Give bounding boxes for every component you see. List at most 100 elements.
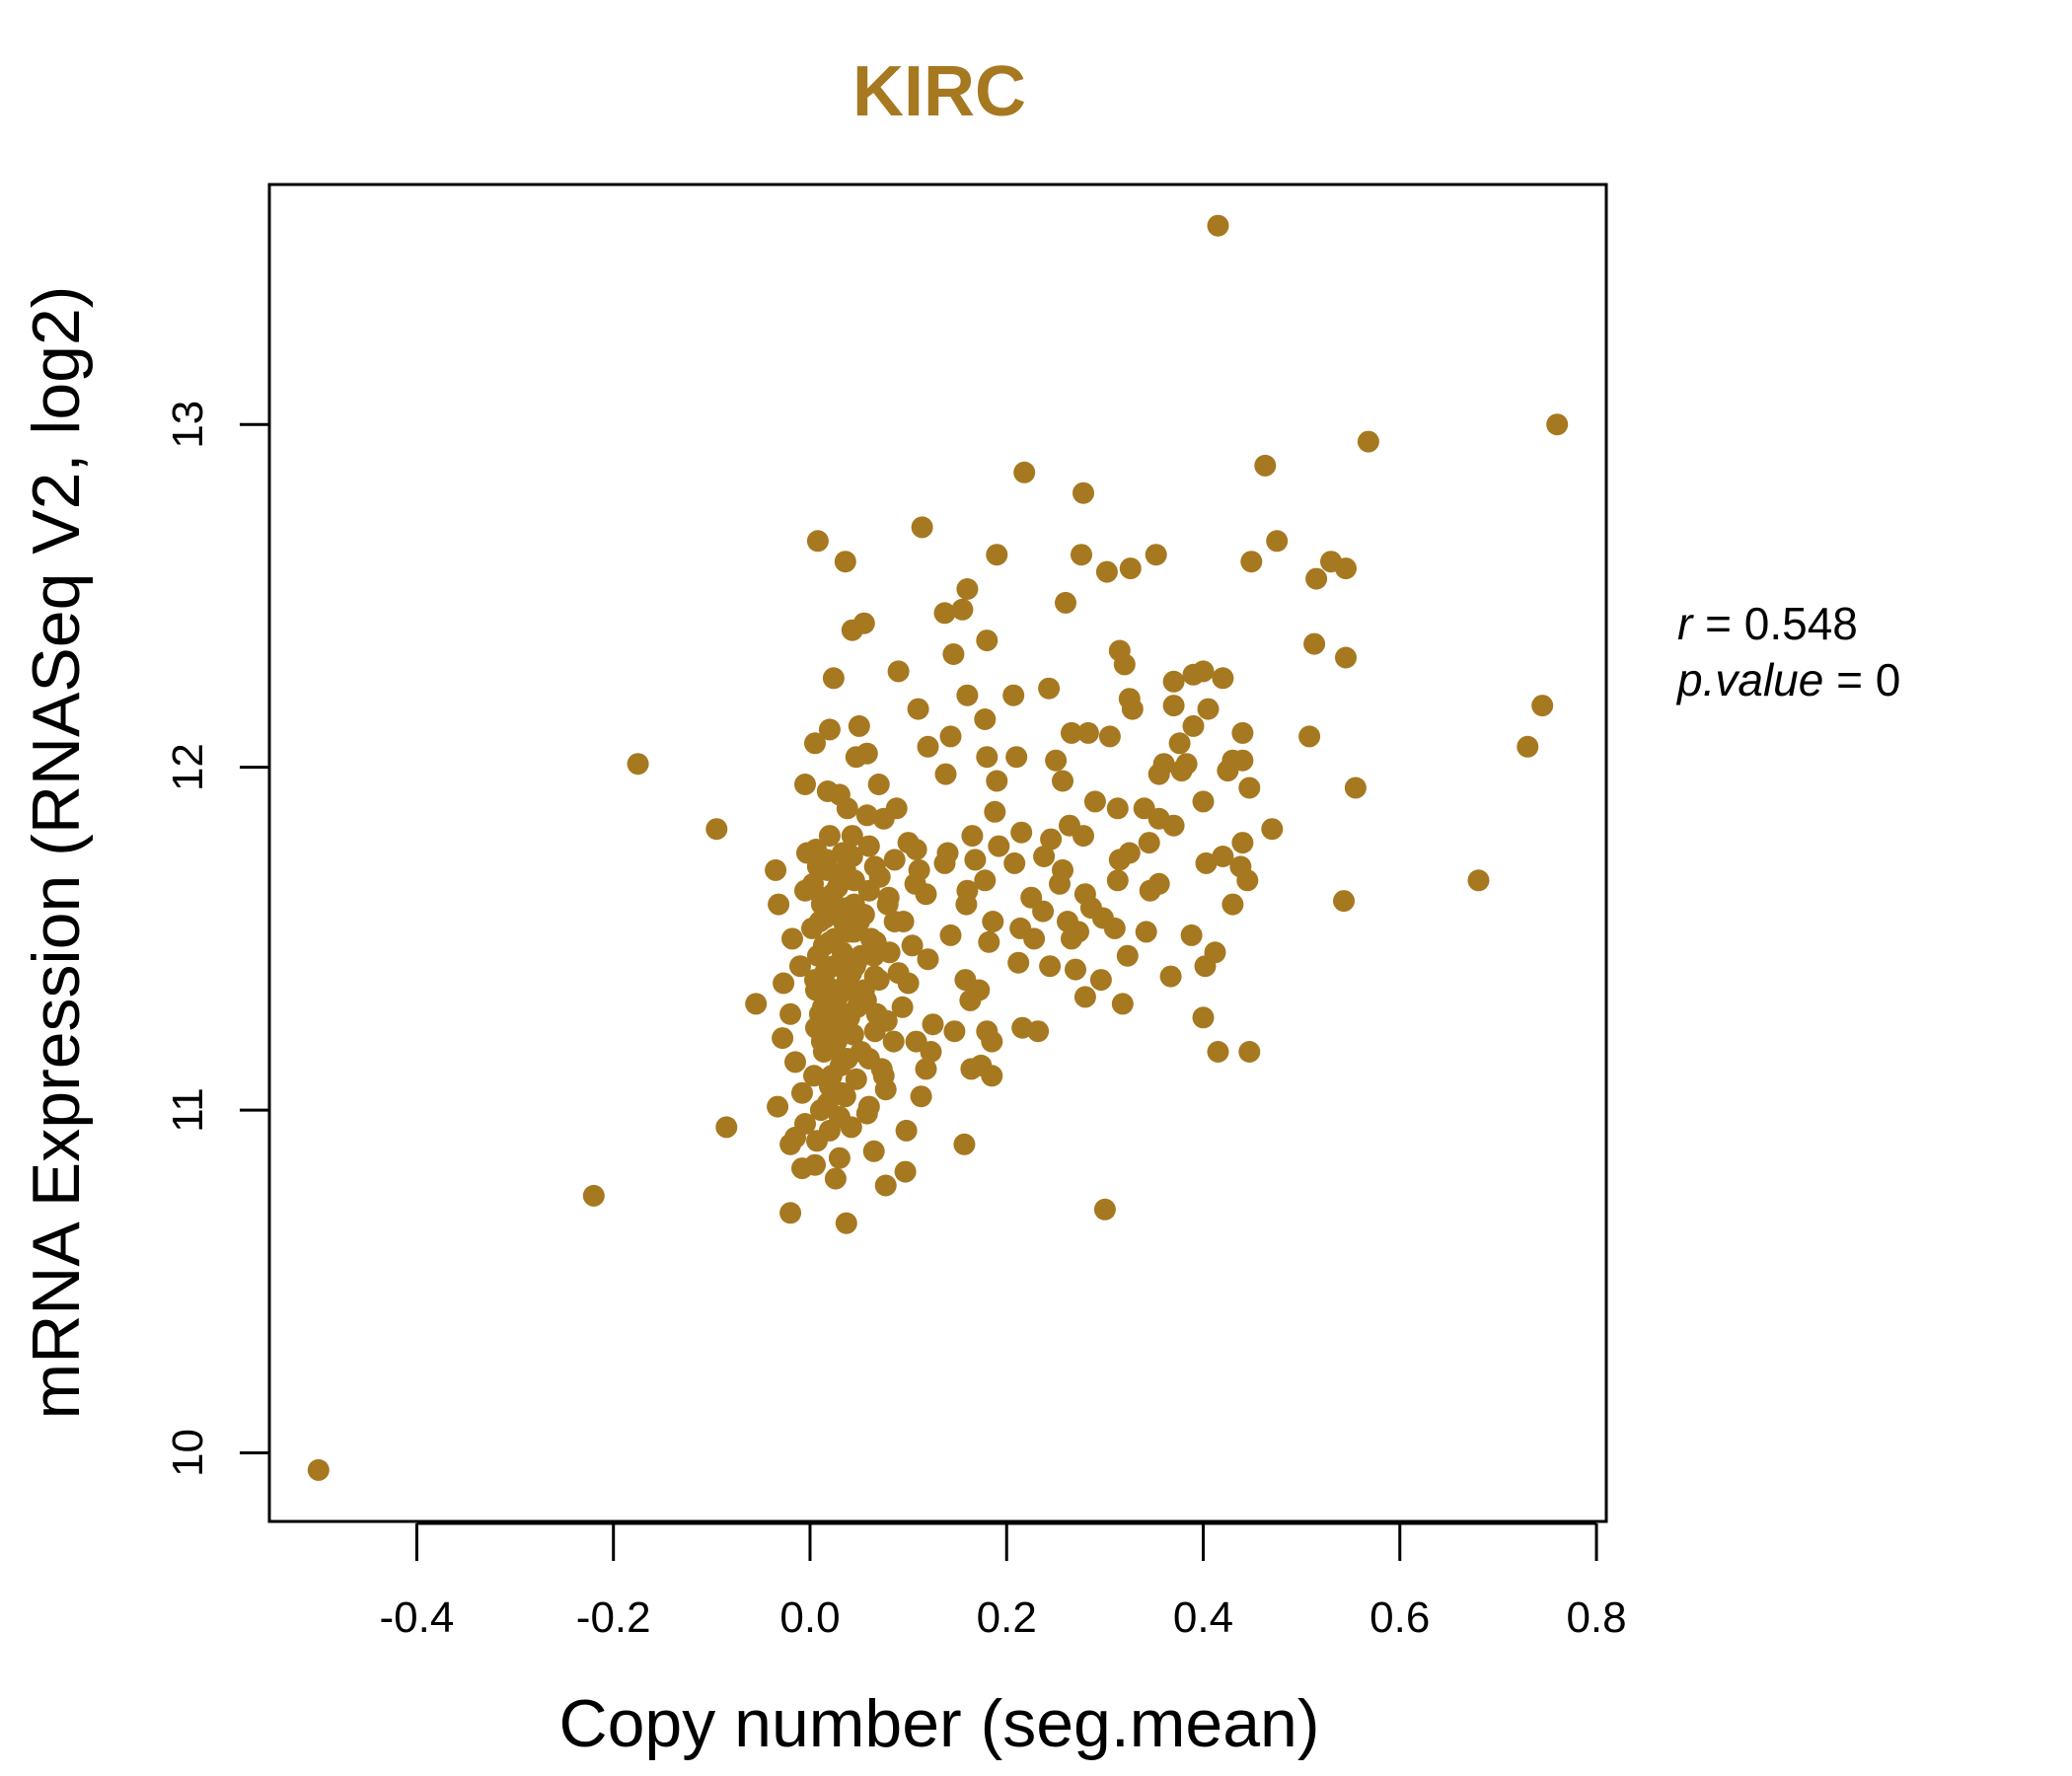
data-point bbox=[844, 955, 866, 978]
data-point bbox=[1182, 714, 1205, 737]
data-point bbox=[705, 818, 728, 841]
data-point bbox=[986, 770, 1008, 792]
data-point bbox=[1083, 790, 1106, 813]
data-point bbox=[805, 979, 827, 1001]
data-point bbox=[791, 1081, 813, 1104]
data-point bbox=[857, 1048, 880, 1070]
data-point bbox=[765, 858, 787, 881]
data-point bbox=[942, 643, 965, 665]
data-point bbox=[818, 825, 841, 848]
data-point bbox=[934, 763, 957, 785]
data-point bbox=[1159, 965, 1182, 988]
data-point bbox=[976, 629, 999, 652]
data-point bbox=[1197, 698, 1220, 720]
data-point bbox=[1333, 890, 1355, 913]
data-point bbox=[1344, 777, 1367, 799]
data-point bbox=[818, 1037, 841, 1060]
data-point bbox=[789, 955, 811, 978]
data-point bbox=[894, 1160, 917, 1183]
x-tick-label: -0.4 bbox=[380, 1593, 455, 1642]
data-point bbox=[1061, 927, 1082, 950]
data-point bbox=[1065, 958, 1086, 981]
data-point bbox=[1192, 790, 1215, 813]
data-point bbox=[822, 955, 845, 978]
data-point bbox=[922, 1013, 944, 1036]
data-point bbox=[1192, 660, 1215, 683]
data-point bbox=[840, 1116, 862, 1139]
data-point bbox=[828, 1147, 851, 1169]
data-point bbox=[953, 1133, 976, 1155]
data-point bbox=[1040, 828, 1063, 851]
data-point bbox=[872, 807, 895, 830]
y-axis-title: mRNA Expression (RNASeq V2, log2) bbox=[19, 286, 94, 1420]
data-point bbox=[307, 1458, 330, 1481]
data-point bbox=[1192, 1006, 1215, 1029]
y-axis: 10 11 12 13 bbox=[164, 401, 269, 1477]
data-point bbox=[1531, 695, 1554, 717]
data-point bbox=[1005, 746, 1028, 769]
data-point bbox=[1061, 721, 1082, 744]
data-point bbox=[779, 1202, 802, 1224]
data-point bbox=[1162, 695, 1185, 717]
data-point bbox=[956, 684, 979, 706]
data-point bbox=[779, 1133, 802, 1155]
data-point bbox=[1073, 825, 1094, 848]
data-point bbox=[1135, 921, 1157, 943]
data-point bbox=[1180, 924, 1203, 946]
data-point bbox=[917, 735, 939, 758]
data-point bbox=[1098, 725, 1121, 748]
data-point bbox=[859, 927, 882, 950]
data-point bbox=[974, 869, 997, 892]
data-point bbox=[1517, 735, 1539, 758]
data-point bbox=[1052, 770, 1073, 792]
data-point bbox=[1357, 430, 1379, 453]
data-point bbox=[816, 1092, 839, 1115]
data-point bbox=[1139, 879, 1161, 902]
data-point bbox=[834, 1002, 856, 1025]
data-point bbox=[961, 825, 984, 848]
data-point bbox=[781, 927, 803, 950]
chart-title: KIRC bbox=[852, 52, 1026, 131]
data-point bbox=[887, 962, 910, 985]
data-point bbox=[1162, 670, 1185, 693]
data-point bbox=[887, 660, 910, 683]
data-point bbox=[863, 1020, 886, 1043]
data-point bbox=[1221, 893, 1244, 916]
data-point bbox=[1212, 667, 1234, 690]
x-tick-label: 0.0 bbox=[779, 1593, 840, 1642]
data-point bbox=[812, 934, 835, 957]
data-point bbox=[1076, 721, 1099, 744]
data-point bbox=[822, 667, 845, 690]
data-point bbox=[836, 1048, 858, 1070]
data-point bbox=[1254, 454, 1277, 477]
data-point bbox=[905, 839, 927, 860]
data-point bbox=[1116, 944, 1139, 967]
data-point bbox=[1007, 951, 1030, 974]
data-point bbox=[820, 1065, 843, 1087]
data-point bbox=[1162, 814, 1185, 837]
data-point bbox=[1073, 481, 1094, 504]
data-point bbox=[808, 911, 831, 932]
data-point bbox=[824, 1167, 847, 1190]
data-point bbox=[857, 879, 880, 902]
data-point bbox=[1093, 1198, 1116, 1221]
data-point bbox=[1121, 698, 1144, 720]
x-tick-label: 0.4 bbox=[1173, 1593, 1233, 1642]
data-point bbox=[1467, 869, 1490, 892]
data-point bbox=[1027, 1020, 1050, 1043]
data-point bbox=[857, 835, 880, 857]
data-point bbox=[843, 893, 865, 916]
data-point bbox=[791, 1157, 813, 1180]
data-point bbox=[1231, 721, 1254, 744]
data-point bbox=[933, 851, 956, 874]
data-point bbox=[1147, 763, 1170, 785]
data-point bbox=[982, 911, 1004, 932]
data-point bbox=[1023, 927, 1046, 950]
data-point bbox=[855, 1102, 878, 1125]
data-point bbox=[872, 1065, 895, 1087]
data-point bbox=[715, 1116, 738, 1139]
data-point bbox=[772, 1027, 794, 1050]
y-tick-label: 12 bbox=[164, 743, 212, 791]
data-point bbox=[1003, 851, 1026, 874]
data-point bbox=[882, 1030, 905, 1053]
